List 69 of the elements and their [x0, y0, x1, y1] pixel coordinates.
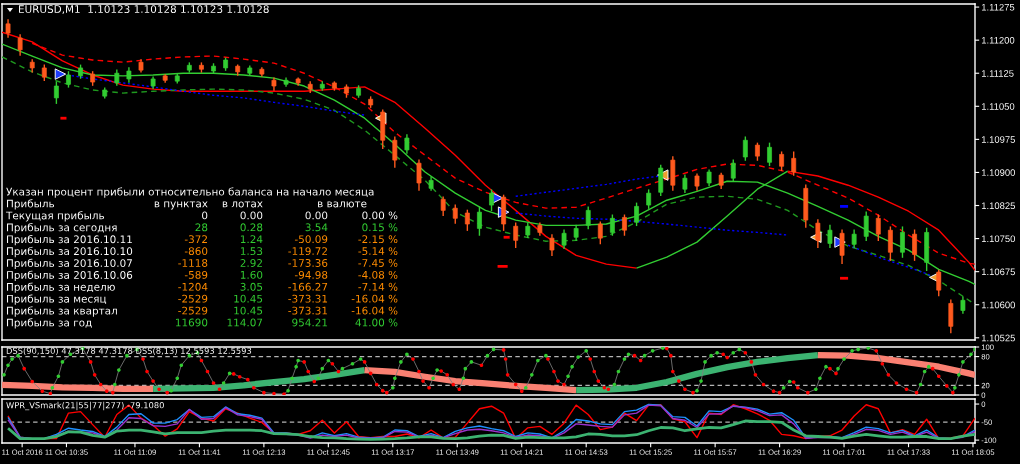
annotation: Прибыль за 2016.10.10 [7, 246, 133, 258]
annotation: -373.31 [288, 306, 328, 315]
y-tick-label: 1.11200 [981, 36, 1015, 44]
annotation: -2.15 % [358, 235, 398, 244]
annotation: -50.09 [294, 235, 328, 244]
annotation: -7.14 % [358, 282, 398, 291]
annotation: 954.21 [292, 318, 328, 327]
annotation: Прибыль за сегодня [7, 223, 117, 234]
annotation: 3.05 [240, 282, 263, 291]
annotation: -2529 [178, 306, 208, 315]
annotation: 41.00 % [355, 318, 398, 327]
annotation: 0.28 [240, 223, 263, 232]
annotation: Прибыль за месяц [7, 294, 107, 305]
annotation: -1118 [178, 259, 208, 267]
annotation: 10.45 [234, 294, 263, 303]
annotation: 114.07 [227, 318, 263, 327]
annotation: Прибыль за 2016.10.06 [7, 270, 133, 281]
annotation: -372 [184, 235, 207, 244]
annotation: -860 [184, 247, 208, 256]
annotation: -2529 [178, 294, 208, 303]
annotation: 11690 [176, 318, 208, 327]
annotation: 1.24 [240, 235, 263, 243]
y-tick-label: 1.10525 [981, 334, 1015, 342]
annotation: 3.54 [305, 223, 328, 232]
annotation: в пунктах [154, 201, 208, 210]
annotation: -1204 [178, 282, 208, 291]
annotation: -7.45 % [358, 259, 398, 267]
y-tick-label: 1.11125 [981, 70, 1014, 77]
annotation: Прибыль [7, 199, 55, 210]
annotation: -173.36 [288, 259, 328, 267]
y-tick-label: 1.10600 [981, 301, 1016, 309]
annotation: Прибыль за 2016.10.11 [7, 234, 132, 246]
annotation: 0.15 % [362, 223, 398, 232]
annotation: в лотах [222, 201, 263, 208]
annotation: 1.60 [240, 270, 263, 279]
y-tick-label: 1.10825 [981, 202, 1015, 210]
annotation: -16.04 % [351, 306, 398, 315]
annotation: Прибыль за год [7, 318, 92, 329]
annotation: Указан процент прибыли относительно баланса на начало месяца [6, 187, 374, 198]
annotation: -94.98 [294, 270, 328, 279]
y-tick-label: 1.10975 [981, 136, 1015, 143]
annotation: Прибыль за 2016.10.07 [7, 258, 132, 270]
annotation: -119.72 [288, 247, 327, 256]
annotation: 2.92 [240, 259, 262, 267]
annotation: 10.45 [234, 306, 263, 315]
annotation: 1.53 [240, 247, 263, 256]
annotation: -16.04 % [351, 294, 398, 303]
chart-title: DSS(90,150) 47.3178 47.3178 DSS(8,13) 12.5593 12.5593 [6, 347, 252, 355]
annotation: Текущая прибыль [5, 211, 105, 222]
annotation: 0 [202, 211, 208, 220]
annotation: -4.08 % [358, 270, 398, 279]
y-tick-label: 1.10750 [981, 235, 1016, 243]
y-tick-label: 1.10900 [981, 169, 1016, 176]
annotation: -166.27 [288, 282, 328, 291]
y-tick-label: 1.11275 [981, 3, 1015, 11]
annotation: в валюте [318, 201, 367, 208]
chart-title: EURUSD,M1 1.10123 1.10128 1.10123 1.10128 [19, 5, 269, 15]
chart-title: WPR_VSmark(21|55|77|277) -79.1080 [6, 401, 164, 411]
annotation: -589 [184, 270, 208, 279]
annotation: 0.00 [240, 211, 263, 220]
annotation: 0.00 % [362, 211, 398, 220]
annotation: -373.31 [288, 294, 328, 303]
annotation: Прибыль за квартал [7, 306, 117, 317]
annotation: 0.00 [305, 211, 328, 220]
y-tick-label: 1.11050 [981, 103, 1015, 110]
y-tick-label: 1.10675 [981, 268, 1015, 276]
annotation: Прибыль за неделю [7, 282, 115, 293]
annotation: -5.14 % [358, 247, 398, 256]
annotation: 28 [195, 223, 208, 232]
